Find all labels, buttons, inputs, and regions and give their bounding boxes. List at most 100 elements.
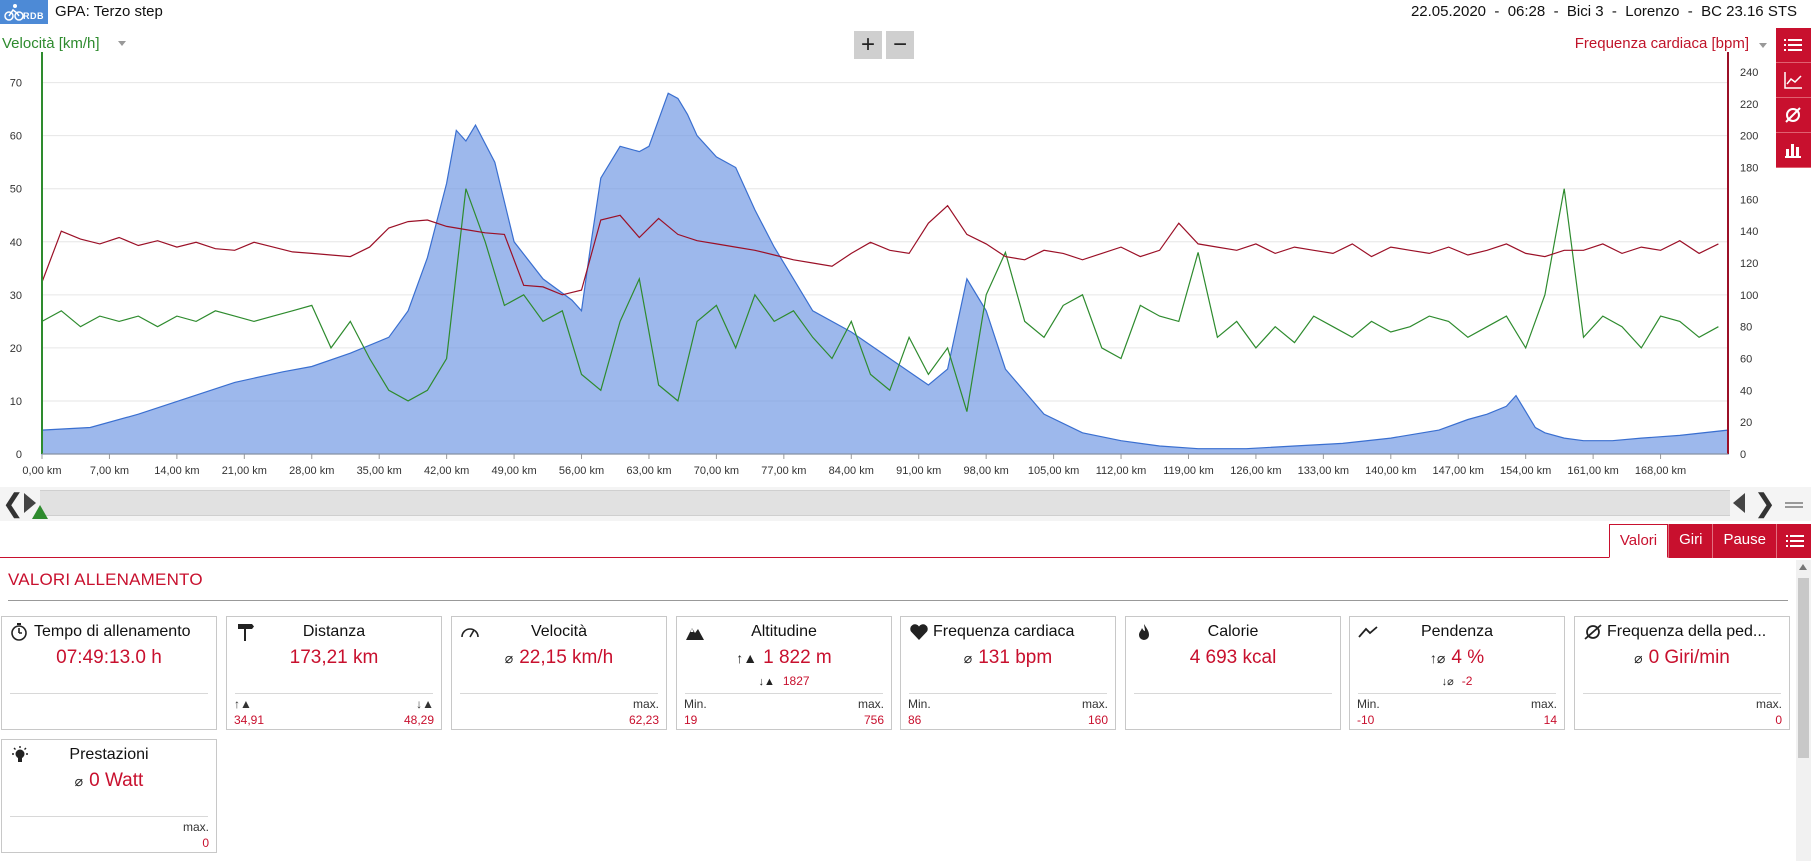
navigator-track[interactable] <box>40 490 1730 516</box>
training-chart[interactable]: 0 10 20 30 40 50 60 70 0 20 40 60 80 100 120 140 160 180 2… <box>0 50 1776 490</box>
session-info: 22.05.2020 - 06:28 - Bici 3 - Lorenzo - … <box>1410 3 1797 20</box>
value-card[interactable]: Calorie 4 693 kcal <box>1125 616 1341 730</box>
value-card[interactable]: Velocità ⌀ 22,15 km/h max. 62,23 <box>451 616 667 730</box>
card-divider <box>10 693 208 694</box>
chart-navigator: ❮ ❯ <box>0 487 1811 521</box>
card-right-label: max. <box>857 697 884 711</box>
x-tick-label: 154,00 km <box>1500 465 1551 477</box>
card-divider <box>235 693 433 694</box>
vertical-scrollbar[interactable] <box>1796 560 1811 861</box>
zoom-out-button[interactable]: − <box>886 31 914 59</box>
y2-tick-label: 240 <box>1740 67 1758 79</box>
navigator-left-arrow[interactable]: ❮ <box>2 488 24 518</box>
lightbulb-icon <box>10 746 32 764</box>
left-axis-dropdown-icon[interactable] <box>118 41 126 46</box>
card-right-label: ↓▲ <box>416 697 434 711</box>
x-tick-label: 161,00 km <box>1567 465 1618 477</box>
stopwatch-icon <box>10 623 32 641</box>
card-sub-prefix: ↓⌀ <box>1441 676 1454 688</box>
card-main-prefix: ↑▲ <box>736 650 758 666</box>
zoom-in-button[interactable]: + <box>854 31 882 59</box>
card-right-value: 0 <box>202 836 209 850</box>
x-tick-label: 49,00 km <box>491 465 536 477</box>
x-tick-label: 77,00 km <box>761 465 806 477</box>
app-logo: RDB <box>0 0 48 24</box>
card-main-value: ↑▲ 1 822 m <box>677 647 891 669</box>
card-main-text: 0 Watt <box>89 770 144 791</box>
bar-chart-icon <box>1785 144 1801 158</box>
card-title: Velocità <box>530 623 588 640</box>
card-main-text: 0 Giri/min <box>1648 647 1730 668</box>
navigator-menu-icon[interactable] <box>1785 502 1803 504</box>
value-card[interactable]: Distanza 173,21 km ↑▲ 34,91 ↓▲ 48,29 <box>226 616 442 730</box>
title-bar: RDB GPA: Terzo step 22.05.2020 - 06:28 -… <box>0 0 1811 24</box>
tab-giri[interactable]: Giri <box>1668 524 1713 558</box>
card-main-value: 07:49:13.0 h <box>2 647 216 669</box>
right-axis-dropdown-icon[interactable] <box>1759 43 1767 48</box>
scroll-thumb[interactable] <box>1798 578 1809 758</box>
y2-tick-label: 120 <box>1740 258 1758 270</box>
left-axis-selector[interactable]: Velocità [km/h] <box>2 35 100 52</box>
line-chart-button[interactable] <box>1776 63 1811 98</box>
card-title: Tempo di allenamento <box>34 623 191 640</box>
x-tick-label: 119,00 km <box>1163 465 1214 477</box>
tab-pause[interactable]: Pause <box>1712 524 1776 558</box>
list-view-button[interactable] <box>1776 28 1811 63</box>
x-tick-label: 84,00 km <box>829 465 874 477</box>
position-marker-icon[interactable] <box>32 505 48 519</box>
card-main-text: 07:49:13.0 h <box>56 647 162 668</box>
card-main-text: 131 bpm <box>978 647 1053 668</box>
bike-icon <box>4 4 24 21</box>
card-main-prefix: ↑⌀ <box>1429 650 1446 666</box>
right-axis-selector[interactable]: Frequenza cardiaca [bpm] <box>1574 35 1749 52</box>
card-divider <box>909 693 1107 694</box>
y2-tick-label: 40 <box>1740 385 1752 397</box>
card-right-value: 0 <box>1775 713 1782 727</box>
x-tick-label: 42,00 km <box>424 465 469 477</box>
card-main-prefix: ⌀ <box>74 773 84 789</box>
value-card[interactable]: Pendenza ↑⌀ 4 % ↓⌀ -2 Min. -10 max. 14 <box>1349 616 1565 730</box>
navigator-right-arrow[interactable]: ❯ <box>1754 488 1776 518</box>
card-title: Pendenza <box>1420 623 1494 640</box>
tab-valori[interactable]: Valori <box>1608 524 1669 558</box>
card-left-value: 86 <box>908 713 922 727</box>
card-right-value: 160 <box>1087 713 1108 727</box>
chart-toolbar <box>1776 28 1811 168</box>
card-left-label: Min. <box>908 697 931 711</box>
heart-icon <box>909 623 931 641</box>
x-tick-label: 28,00 km <box>289 465 334 477</box>
tabs-divider <box>0 557 1811 558</box>
signpost-icon <box>235 623 257 641</box>
y2-tick-label: 20 <box>1740 417 1752 429</box>
value-card[interactable]: Altitudine ↑▲ 1 822 m ↓▲ 1827 Min. 19 max. 756 <box>676 616 892 730</box>
tab-menu-button[interactable] <box>1776 524 1811 558</box>
card-left-label: ↑▲ <box>234 697 252 711</box>
card-main-text: 4 693 kcal <box>1189 647 1277 668</box>
value-card[interactable]: Frequenza della ped... ⌀ 0 Giri/min max. 0 <box>1574 616 1790 730</box>
card-sub-text: -2 <box>1461 674 1473 688</box>
list-icon <box>1786 535 1804 547</box>
card-title: Frequenza della ped... <box>1607 623 1767 640</box>
bar-chart-button[interactable] <box>1776 133 1811 168</box>
value-card[interactable]: Tempo di allenamento 07:49:13.0 h <box>1 616 217 730</box>
y2-tick-label: 100 <box>1740 290 1758 302</box>
y2-tick-label: 220 <box>1740 99 1758 111</box>
card-divider <box>1358 693 1556 694</box>
y2-tick-label: 200 <box>1740 131 1758 143</box>
x-tick-label: 70,00 km <box>694 465 739 477</box>
navigator-right-handle[interactable] <box>1733 493 1745 513</box>
y-tick-label: 30 <box>10 290 22 302</box>
card-main-value: ↑⌀ 4 % <box>1350 647 1564 669</box>
scroll-up-icon[interactable] <box>1799 564 1807 570</box>
card-main-text: 1 822 m <box>763 647 832 668</box>
card-right-label: max. <box>632 697 659 711</box>
value-card[interactable]: Frequenza cardiaca ⌀ 131 bpm Min. 86 max. 160 <box>900 616 1116 730</box>
card-title: Calorie <box>1207 623 1259 640</box>
average-button[interactable] <box>1776 98 1811 133</box>
card-main-text: 173,21 km <box>289 647 379 668</box>
y2-tick-label: 0 <box>1740 449 1746 461</box>
card-sub-text: 1827 <box>782 674 810 688</box>
value-card[interactable]: Prestazioni ⌀ 0 Watt max. 0 <box>1 739 217 853</box>
x-tick-label: 7,00 km <box>90 465 129 477</box>
y2-tick-label: 60 <box>1740 354 1752 366</box>
